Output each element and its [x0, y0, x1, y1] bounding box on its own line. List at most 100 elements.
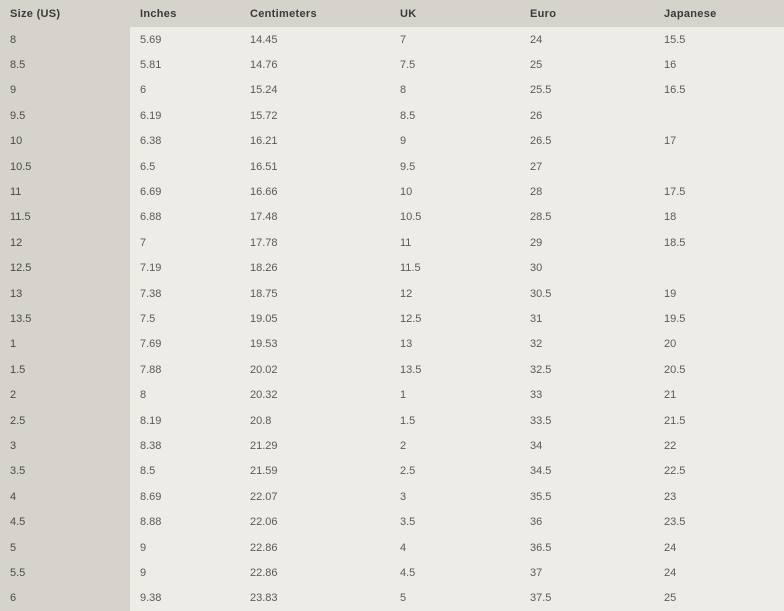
col-header-centimeters: Centimeters	[240, 0, 390, 27]
table-row: 5.5922.864.53724	[0, 560, 784, 585]
table-row: 5922.86436.524	[0, 535, 784, 560]
table-cell: 15.72	[240, 103, 390, 128]
table-cell: 18	[654, 205, 784, 230]
table-cell: 15.5	[654, 27, 784, 52]
table-cell: 28	[520, 179, 654, 204]
table-row: 38.3821.2923422	[0, 433, 784, 458]
table-row: 12.57.1918.2611.530	[0, 256, 784, 281]
table-cell: 8	[390, 78, 520, 103]
table-cell: 9	[130, 535, 240, 560]
table-cell: 16.66	[240, 179, 390, 204]
table-cell: 16.21	[240, 129, 390, 154]
table-cell: 22.06	[240, 509, 390, 534]
table-cell: 23	[654, 484, 784, 509]
table-cell: 13	[0, 281, 130, 306]
table-cell: 12.5	[390, 306, 520, 331]
table-cell: 8	[0, 27, 130, 52]
table-cell: 13.5	[390, 357, 520, 382]
table-cell: 6.19	[130, 103, 240, 128]
table-cell: 2.5	[0, 408, 130, 433]
table-cell: 21.5	[654, 408, 784, 433]
table-cell: 25	[520, 52, 654, 77]
table-cell: 12	[0, 230, 130, 255]
table-cell: 1.5	[390, 408, 520, 433]
table-cell: 3	[390, 484, 520, 509]
table-cell: 9.5	[0, 103, 130, 128]
table-cell: 10	[390, 179, 520, 204]
table-cell: 31	[520, 306, 654, 331]
table-cell: 10.5	[390, 205, 520, 230]
table-cell: 4	[0, 484, 130, 509]
table-cell: 3.5	[390, 509, 520, 534]
table-cell: 34	[520, 433, 654, 458]
table-cell: 1	[0, 332, 130, 357]
table-cell: 24	[520, 27, 654, 52]
table-header: Size (US) Inches Centimeters UK Euro Jap…	[0, 0, 784, 27]
table-cell: 30	[520, 256, 654, 281]
col-header-inches: Inches	[130, 0, 240, 27]
table-cell: 16	[654, 52, 784, 77]
table-cell: 2.5	[390, 459, 520, 484]
table-row: 11.56.8817.4810.528.518	[0, 205, 784, 230]
table-cell: 3.5	[0, 459, 130, 484]
table-cell: 18.26	[240, 256, 390, 281]
table-cell: 34.5	[520, 459, 654, 484]
table-cell: 24	[654, 560, 784, 585]
table-row: 69.3823.83537.525	[0, 586, 784, 611]
table-cell: 6.69	[130, 179, 240, 204]
table-cell: 17	[654, 129, 784, 154]
table-cell: 14.76	[240, 52, 390, 77]
table-row: 137.3818.751230.519	[0, 281, 784, 306]
table-cell: 7.19	[130, 256, 240, 281]
table-row: 9615.24825.516.5	[0, 78, 784, 103]
table-cell: 36	[520, 509, 654, 534]
table-cell: 24	[654, 535, 784, 560]
table-cell: 17.78	[240, 230, 390, 255]
table-cell: 10	[0, 129, 130, 154]
table-cell: 11.5	[390, 256, 520, 281]
table-cell: 12	[390, 281, 520, 306]
table-cell: 36.5	[520, 535, 654, 560]
table-cell: 21	[654, 382, 784, 407]
table-cell: 2	[0, 382, 130, 407]
table-row: 4.58.8822.063.53623.5	[0, 509, 784, 534]
table-cell: 20.8	[240, 408, 390, 433]
table-cell: 4	[390, 535, 520, 560]
table-row: 9.56.1915.728.526	[0, 103, 784, 128]
table-cell: 16.5	[654, 78, 784, 103]
table-cell: 32.5	[520, 357, 654, 382]
table-cell: 20	[654, 332, 784, 357]
table-cell: 12.5	[0, 256, 130, 281]
table-cell: 16.51	[240, 154, 390, 179]
table-cell: 11	[390, 230, 520, 255]
table-cell: 9.38	[130, 586, 240, 611]
table-cell: 7	[390, 27, 520, 52]
table-cell: 20.32	[240, 382, 390, 407]
table-cell: 13.5	[0, 306, 130, 331]
table-cell: 5	[0, 535, 130, 560]
table-cell: 19.05	[240, 306, 390, 331]
table-row: 3.58.521.592.534.522.5	[0, 459, 784, 484]
table-cell: 13	[390, 332, 520, 357]
table-cell: 11.5	[0, 205, 130, 230]
table-cell: 20.02	[240, 357, 390, 382]
table-cell: 3	[0, 433, 130, 458]
table-cell	[654, 154, 784, 179]
table-cell: 7	[130, 230, 240, 255]
col-header-uk: UK	[390, 0, 520, 27]
table-cell: 29	[520, 230, 654, 255]
table-row: 48.6922.07335.523	[0, 484, 784, 509]
table-cell: 30.5	[520, 281, 654, 306]
table-cell: 18.75	[240, 281, 390, 306]
table-cell: 23.5	[654, 509, 784, 534]
table-row: 17.6919.53133220	[0, 332, 784, 357]
table-cell: 9.5	[390, 154, 520, 179]
table-cell: 26	[520, 103, 654, 128]
table-cell	[654, 103, 784, 128]
table-row: 8.55.8114.767.52516	[0, 52, 784, 77]
table-cell: 25	[654, 586, 784, 611]
table-cell: 27	[520, 154, 654, 179]
table-cell: 4.5	[390, 560, 520, 585]
table-cell: 18.5	[654, 230, 784, 255]
table-cell: 17.48	[240, 205, 390, 230]
